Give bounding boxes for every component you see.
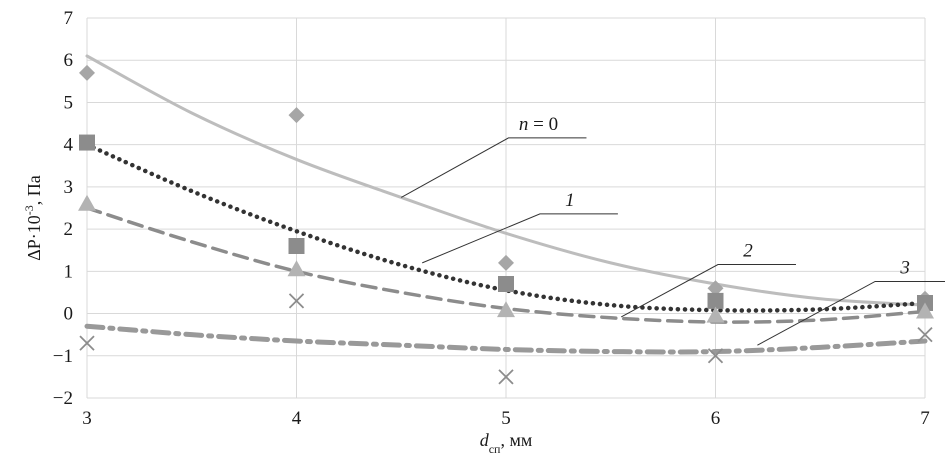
series-label: n = 0 [519, 114, 558, 135]
cross-stroke [917, 327, 933, 343]
marker-cross [79, 335, 95, 351]
annotations: n = 0 1 2 3 [401, 114, 945, 346]
marker-square [498, 276, 514, 292]
marker-square [288, 238, 305, 254]
marker-triangle [287, 260, 306, 277]
marker-diamond [288, 107, 305, 124]
y-tick-label: 2 [64, 219, 74, 240]
y-tick-label: 3 [64, 177, 74, 198]
data-markers [78, 64, 934, 385]
y-tick-label: 7 [64, 8, 74, 29]
y-tick-labels: −2 −1 0 1 2 3 4 5 6 7 [53, 8, 74, 409]
marker-diamond [79, 64, 95, 81]
y-tick-label: 6 [64, 50, 74, 71]
y-tick-label: −2 [53, 388, 73, 409]
marker-triangle [706, 306, 725, 323]
marker-square [707, 292, 724, 309]
marker-triangle [916, 302, 934, 319]
y-tick-label: 1 [64, 261, 74, 282]
marker-triangle [78, 194, 96, 211]
x-tick-label: 5 [501, 408, 511, 429]
series-label: 1 [565, 190, 575, 211]
y-tick-label: −1 [53, 346, 73, 367]
x-tick-label: 7 [920, 408, 930, 429]
x-tick-label: 4 [292, 408, 302, 429]
leader-line [422, 213, 618, 264]
y-tick-label: 5 [64, 92, 74, 113]
marker-triangle [497, 301, 515, 318]
series-label: 2 [743, 241, 753, 262]
trend-line-series-1 [84, 142, 928, 313]
marker-diamond [707, 280, 724, 297]
trend-line-series-3 [84, 323, 928, 355]
leader-line [620, 264, 796, 318]
x-tick-label: 6 [711, 408, 721, 429]
marker-cross [288, 293, 305, 309]
cross-stroke [498, 369, 514, 385]
y-tick-label: 4 [64, 135, 74, 156]
trend-line-series-0 [85, 54, 927, 307]
leader-line [757, 280, 945, 346]
marker-diamond [498, 254, 514, 271]
cross-stroke [79, 335, 95, 351]
marker-cross [498, 369, 514, 385]
x-tick-label: 3 [82, 408, 92, 429]
cross-stroke [707, 348, 724, 364]
leader-line [401, 137, 587, 198]
y-axis-label: ΔP·10-3, Па [22, 175, 44, 261]
x-tick-labels: 3 4 5 6 7 [82, 408, 930, 429]
marker-square [79, 134, 95, 151]
marker-cross [707, 348, 724, 364]
marker-cross [917, 327, 933, 343]
x-axis-label: dсп, мм [480, 430, 533, 454]
series-label: 3 [899, 257, 910, 278]
grid [86, 17, 926, 399]
cross-stroke [288, 293, 305, 309]
y-tick-label: 0 [64, 304, 74, 325]
